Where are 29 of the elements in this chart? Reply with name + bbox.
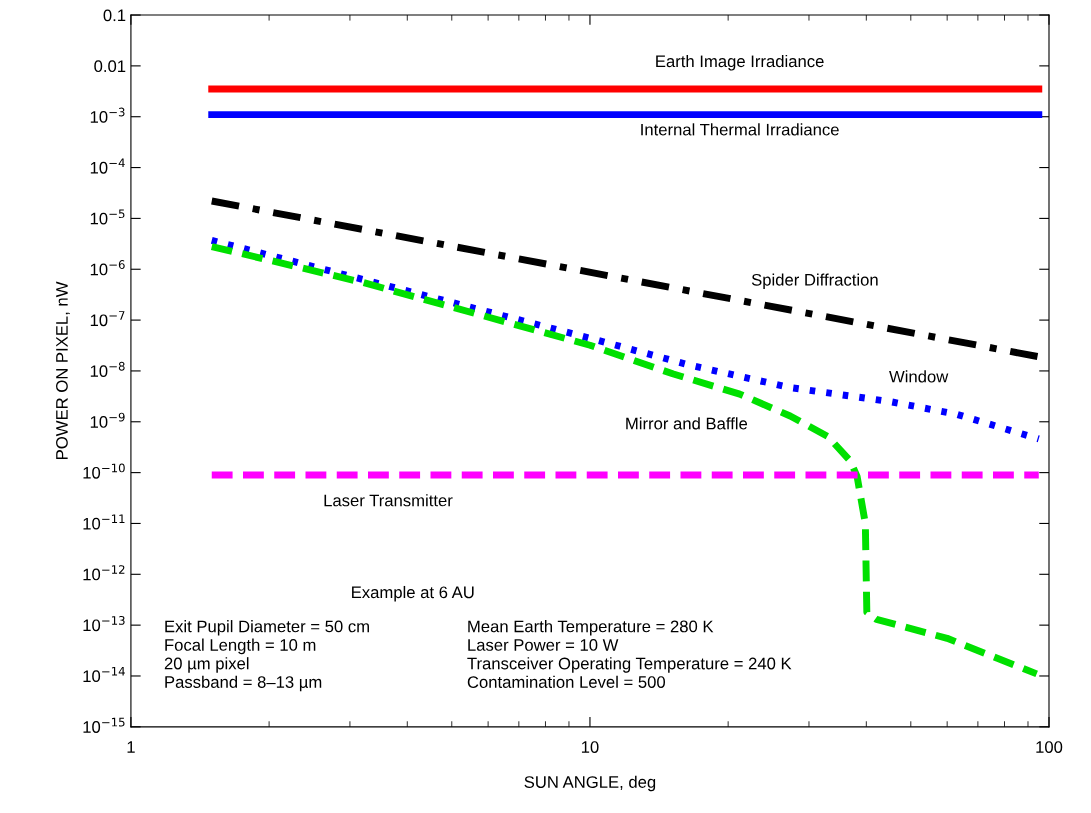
series-label: Laser Transmitter: [324, 494, 453, 507]
y-tick-label: 10$^{−9}$: [90, 412, 125, 428]
x-tick-label: 100: [1036, 741, 1063, 753]
series-label: Earth Image Irradiance: [656, 54, 824, 71]
y-tick-label: 10$^{−14}$: [83, 667, 125, 683]
y-tick-label: 10$^{−8}$: [90, 361, 125, 378]
y-tick-label: 10$^{−11}$: [83, 514, 125, 530]
series-label: Internal Thermal Irradiance: [641, 123, 839, 136]
x-tick-label: 1: [127, 741, 135, 753]
annotation: Mean Earth Temperature = 280 K Laser Power = 10 W Transceiver Operating Temperature = 240 K Contamination Level = 500: [467, 620, 792, 688]
annotation: Example at 6 AU: [352, 585, 474, 602]
y-tick-label: 0.01: [94, 60, 126, 73]
y-tick-label: 10$^{−4}$: [90, 158, 125, 174]
y-axis-title: POWER ON PIXEL, nW: [56, 281, 70, 459]
x-axis-title: SUN ANGLE, deg: [524, 775, 656, 792]
series-label: Mirror and Baffle: [626, 417, 748, 430]
annotation: Exit Pupil Diameter = 50 cm Focal Length = 10 m 20 µm pixel Passband = 8–13 µm: [164, 620, 369, 692]
series-label: Window: [889, 370, 949, 383]
x-tick-label: 10: [581, 741, 599, 753]
y-tick-label: 10$^{−3}$: [90, 107, 125, 123]
series-label: Spider Diffraction: [751, 273, 878, 290]
y-tick-label: 10$^{−6}$: [90, 260, 125, 276]
y-tick-label: 10$^{−12}$: [83, 565, 125, 581]
y-tick-label: 0.1: [103, 9, 126, 22]
y-tick-label: 10$^{−13}$: [83, 616, 125, 632]
y-tick-label: 10$^{−10}$: [83, 463, 125, 479]
y-tick-label: 10$^{−5}$: [90, 209, 125, 225]
y-tick-label: 10$^{−15}$: [83, 717, 125, 733]
y-tick-label: 10$^{−7}$: [90, 311, 125, 327]
